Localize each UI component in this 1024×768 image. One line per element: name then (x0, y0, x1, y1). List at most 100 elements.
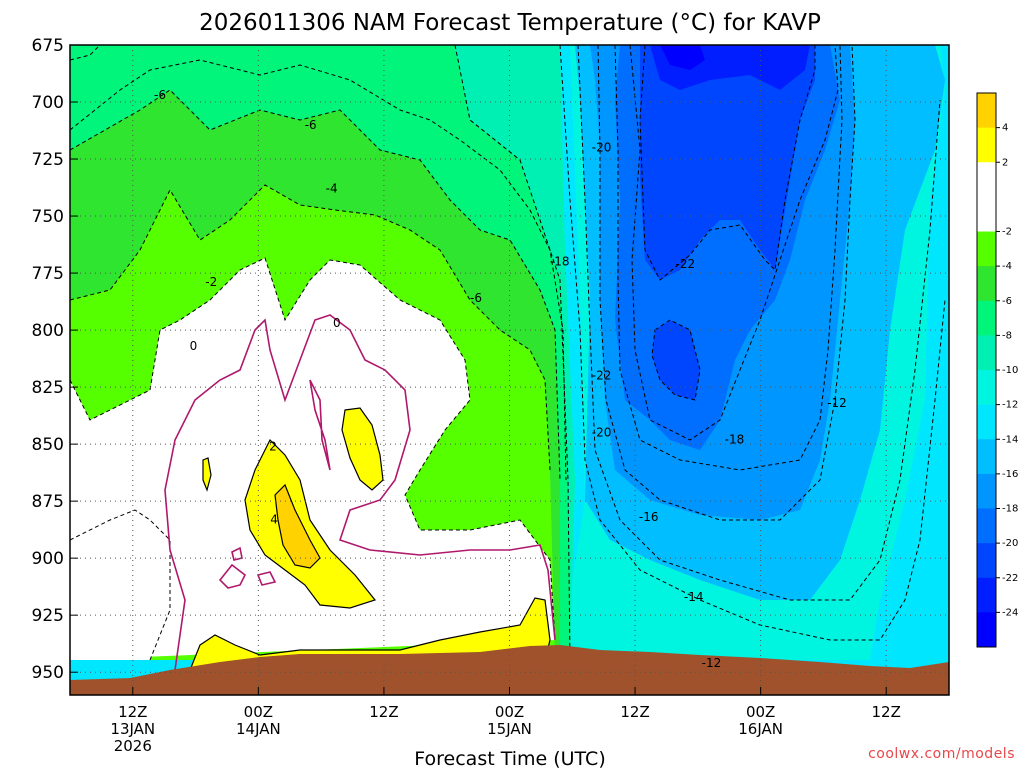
y-tick-label: 925 (32, 606, 64, 626)
contour-label: -12 (827, 396, 847, 410)
contour-label: -16 (639, 510, 659, 524)
x-tick-label: 2026 (114, 737, 152, 755)
colorbar-tick-label: -10 (1002, 365, 1018, 376)
colorbar-tick-label: -6 (1002, 296, 1012, 307)
y-tick-label: 750 (32, 207, 64, 227)
y-tick-label: 825 (32, 378, 64, 398)
isotherm-zero-blob-a (218, 563, 247, 589)
colorbar-bin (977, 370, 996, 406)
colorbar-tick-label: -4 (1002, 261, 1012, 272)
contour-label: -20 (592, 426, 612, 440)
x-tick-label: 15JAN (487, 720, 532, 738)
contour-label: 2 (269, 439, 277, 453)
x-tick-label: 00Z (746, 703, 775, 721)
contour-label: -12 (702, 656, 722, 670)
contour-label: 0 (333, 316, 341, 330)
y-tick-label: 775 (32, 264, 64, 284)
x-axis-label: Forecast Time (UTC) (414, 748, 605, 768)
colorbar-bin (977, 300, 996, 336)
isotherm-minus10 (70, 45, 571, 661)
contour-label: -18 (550, 255, 570, 269)
isotherm-zero-blob-c (231, 546, 243, 561)
y-axis: 675 700 725 750 775 800 825 850 875 900 925 950 (32, 36, 78, 683)
y-tick-label: 850 (32, 435, 64, 455)
isotherm-minus2-lower (70, 509, 171, 661)
isotherm-minus16 (597, 45, 856, 521)
colorbar-tick-label: -14 (1002, 434, 1018, 445)
contour-label: -14 (684, 590, 704, 604)
isotherm-minus4 (70, 184, 551, 471)
colorbar-bin (977, 543, 996, 579)
y-tick-label: 725 (32, 150, 64, 170)
field-plus4-pocket (274, 483, 321, 569)
colorbar-bin (977, 335, 996, 371)
y-tick-label: 900 (32, 549, 64, 569)
y-tick-label: 950 (32, 663, 64, 683)
field-plus2-pocket-b (341, 407, 384, 491)
x-tick-label: 12Z (872, 703, 901, 721)
colorbar-tick-label: -16 (1002, 469, 1018, 480)
field-minus22-region (640, 45, 815, 280)
credit-text: coolwx.com/models (868, 746, 1015, 762)
isotherm-minus2 (70, 257, 556, 641)
field-minus22-core-low (652, 320, 700, 400)
colorbar-tick-label: -24 (1002, 607, 1018, 618)
field-plus2-surface (189, 597, 551, 671)
contour-label: -22 (592, 369, 612, 383)
contour-label: -6 (154, 88, 166, 102)
colorbar-bin (977, 127, 996, 163)
colorbar-tick-label: -8 (1002, 330, 1012, 341)
contour-label: -22 (675, 257, 695, 271)
field-zero-region (70, 258, 555, 660)
field-minus24-core (660, 45, 705, 70)
colorbar-bin (977, 93, 996, 129)
contour-label: -6 (305, 118, 317, 132)
y-tick-label: 875 (32, 492, 64, 512)
x-tick-label: 13JAN (110, 720, 155, 738)
isotherm-zero-inner (309, 379, 331, 471)
contour-label: 0 (190, 339, 198, 353)
contour-label: -18 (725, 433, 745, 447)
isotherm-minus8 (70, 59, 567, 481)
colorbar-bin (977, 162, 996, 232)
y-tick-label: 700 (32, 93, 64, 113)
field-plus2-pocket-c (202, 457, 212, 492)
isotherm-minus18 (614, 45, 843, 471)
contour-label: 4 (270, 512, 278, 526)
x-tick-label: 12Z (118, 703, 147, 721)
isotherm-minus20 (629, 45, 839, 441)
contour-label: -2 (205, 275, 217, 289)
contour-label: -4 (326, 182, 338, 196)
colorbar-bin (977, 439, 996, 475)
x-tick-label: 12Z (369, 703, 398, 721)
plot-area (70, 45, 949, 695)
x-tick-label: 12Z (620, 703, 649, 721)
colorbar-tick-label: 2 (1002, 157, 1008, 168)
colorbar-bin (977, 612, 996, 648)
colorbar-bin (977, 266, 996, 302)
colorbar-tick-label: -22 (1002, 573, 1018, 584)
plot-grid (70, 44, 949, 695)
colorbar: 4 2 -2 -4 -6 -8 -10 -12 -14 -16 -18 -20 -22 -24 (976, 92, 1018, 648)
isotherm-minus22-core (651, 319, 701, 401)
contour-label: -20 (592, 141, 612, 155)
chart-title: 2026011306 NAM Forecast Temperature (°C)… (199, 10, 821, 36)
colorbar-tick-label: -18 (1002, 504, 1018, 515)
colorbar-bin (977, 508, 996, 544)
x-tick-label: 00Z (244, 703, 273, 721)
colorbar-bin (977, 473, 996, 509)
colorbar-bin (977, 404, 996, 440)
x-tick-label: 00Z (495, 703, 524, 721)
x-tick-label: 14JAN (236, 720, 281, 738)
colorbar-bin (977, 577, 996, 613)
colorbar-tick-label: -2 (1002, 227, 1012, 238)
field-plus2-pocket-a (244, 438, 377, 609)
colorbar-tick-label: -12 (1002, 400, 1018, 411)
y-tick-label: 800 (32, 321, 64, 341)
x-tick-label: 16JAN (738, 720, 783, 738)
isotherm-minus22 (639, 45, 816, 281)
colorbar-tick-label: -20 (1002, 538, 1018, 549)
